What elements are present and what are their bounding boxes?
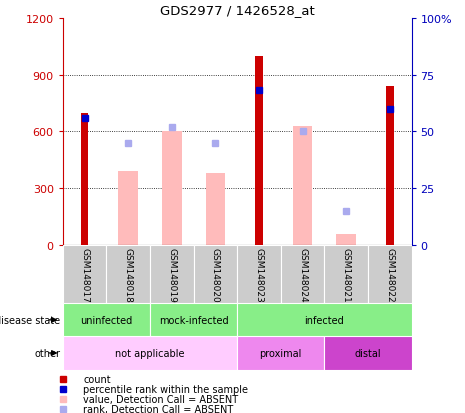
Text: GSM148020: GSM148020 xyxy=(211,247,220,302)
Text: infected: infected xyxy=(305,315,344,325)
Text: GSM148018: GSM148018 xyxy=(124,247,133,302)
Text: GSM148024: GSM148024 xyxy=(298,247,307,302)
Text: proximal: proximal xyxy=(259,348,302,358)
Bar xyxy=(63,304,150,337)
Bar xyxy=(293,126,312,246)
Text: GSM148021: GSM148021 xyxy=(342,247,351,302)
Bar xyxy=(193,246,237,304)
Text: GSM148017: GSM148017 xyxy=(80,247,89,302)
Text: disease state: disease state xyxy=(0,315,60,325)
Bar xyxy=(368,246,412,304)
Text: GSM148022: GSM148022 xyxy=(385,247,394,302)
Bar xyxy=(80,113,88,246)
Bar xyxy=(119,172,138,246)
Bar xyxy=(237,337,324,370)
Text: mock-infected: mock-infected xyxy=(159,315,228,325)
Bar xyxy=(106,246,150,304)
Bar xyxy=(150,246,193,304)
Bar xyxy=(150,304,237,337)
Text: percentile rank within the sample: percentile rank within the sample xyxy=(83,384,248,394)
Bar xyxy=(336,235,356,246)
Text: not applicable: not applicable xyxy=(115,348,185,358)
Bar xyxy=(324,337,412,370)
Text: rank, Detection Call = ABSENT: rank, Detection Call = ABSENT xyxy=(83,404,233,413)
Text: other: other xyxy=(34,348,60,358)
Bar xyxy=(281,246,324,304)
Text: uninfected: uninfected xyxy=(80,315,133,325)
Bar xyxy=(237,246,281,304)
Text: distal: distal xyxy=(355,348,381,358)
Text: count: count xyxy=(83,374,111,384)
Bar xyxy=(324,246,368,304)
Bar xyxy=(63,337,237,370)
Bar xyxy=(206,174,225,246)
Text: GSM148023: GSM148023 xyxy=(254,247,264,302)
Text: value, Detection Call = ABSENT: value, Detection Call = ABSENT xyxy=(83,394,238,404)
Text: GSM148019: GSM148019 xyxy=(167,247,176,302)
Title: GDS2977 / 1426528_at: GDS2977 / 1426528_at xyxy=(160,5,314,17)
Bar xyxy=(63,246,106,304)
Bar xyxy=(162,132,181,246)
Bar xyxy=(255,57,263,246)
Bar xyxy=(237,304,412,337)
Bar xyxy=(386,87,394,246)
